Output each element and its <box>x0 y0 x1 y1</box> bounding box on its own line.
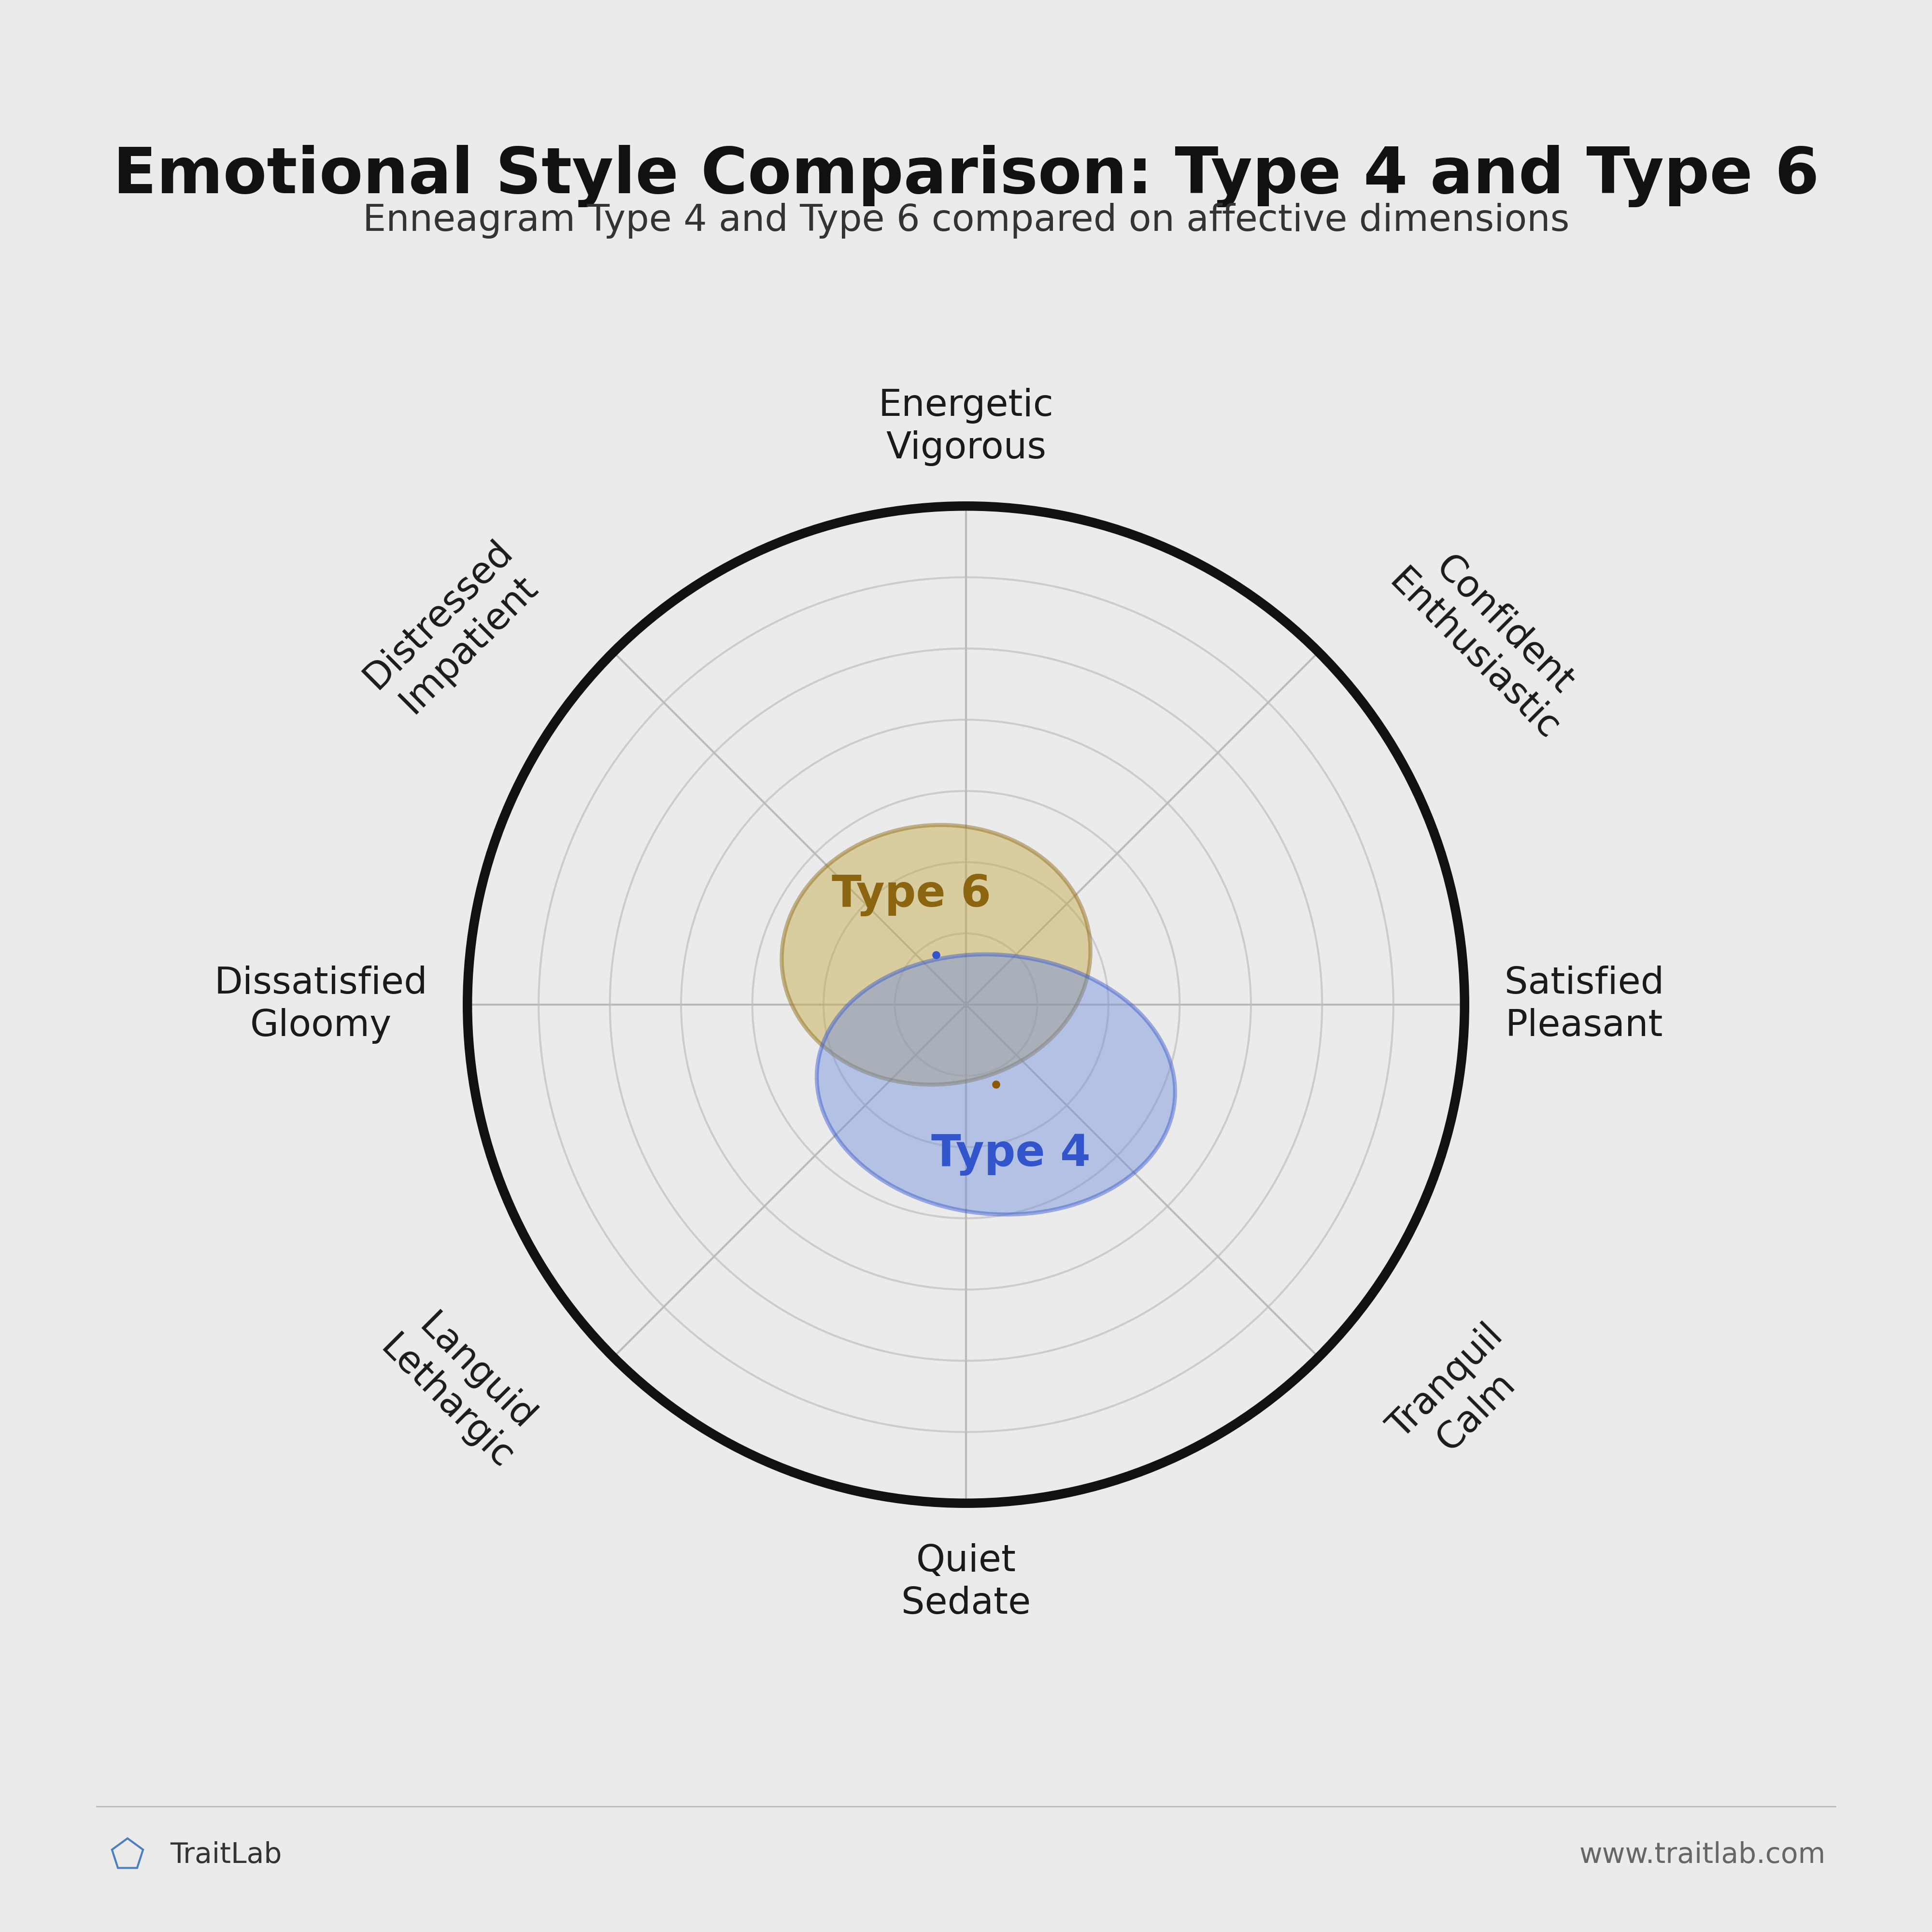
Text: www.traitlab.com: www.traitlab.com <box>1578 1841 1826 1868</box>
Text: Dissatisfied
Gloomy: Dissatisfied Gloomy <box>214 966 427 1043</box>
Text: Energetic
Vigorous: Energetic Vigorous <box>879 388 1053 466</box>
Text: Emotional Style Comparison: Type 4 and Type 6: Emotional Style Comparison: Type 4 and T… <box>112 145 1820 207</box>
Point <box>922 939 952 970</box>
Text: Type 4: Type 4 <box>931 1132 1090 1175</box>
Text: Type 6: Type 6 <box>831 873 991 916</box>
Text: TraitLab: TraitLab <box>170 1841 282 1868</box>
Text: Satisfied
Pleasant: Satisfied Pleasant <box>1505 966 1663 1043</box>
Text: Distressed
Impatient: Distressed Impatient <box>357 533 551 726</box>
Text: Confident
Enthusiastic: Confident Enthusiastic <box>1381 533 1596 748</box>
Ellipse shape <box>817 954 1175 1215</box>
Text: Quiet
Sedate: Quiet Sedate <box>900 1544 1032 1621</box>
Ellipse shape <box>782 825 1090 1084</box>
Text: Enneagram Type 4 and Type 6 compared on affective dimensions: Enneagram Type 4 and Type 6 compared on … <box>363 203 1569 238</box>
Text: Tranquil
Calm: Tranquil Calm <box>1381 1318 1540 1476</box>
Text: Languid
Lethargic: Languid Lethargic <box>373 1300 551 1476</box>
Point <box>980 1068 1010 1099</box>
